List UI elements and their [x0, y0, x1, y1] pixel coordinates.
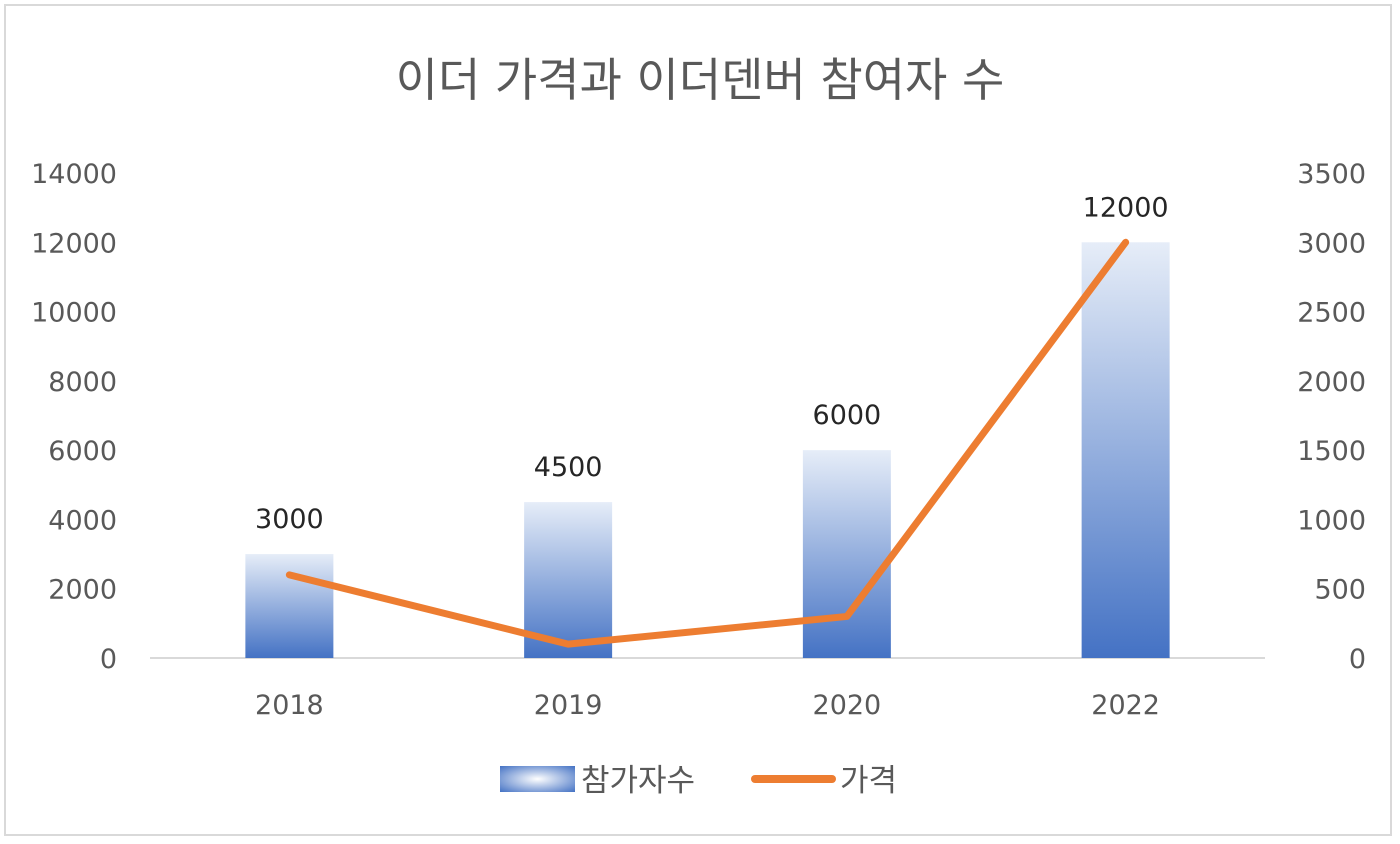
left-y-axis: 0 2000 4000 6000 8000 10000 12000 14000: [31, 159, 117, 675]
bar-2022: [1081, 242, 1170, 659]
left-axis-tick-label: 12000: [31, 228, 117, 259]
line-series: [285, 238, 1130, 648]
bar-data-labels: 3000 4500 6000 12000: [255, 192, 1169, 535]
bar-2019: [524, 502, 613, 658]
left-axis-tick-label: 0: [100, 644, 117, 675]
price-line: [285, 238, 1130, 648]
bar-data-label: 4500: [534, 452, 603, 483]
left-axis-tick-label: 8000: [48, 367, 117, 398]
left-axis-tick-label: 4000: [48, 505, 117, 536]
right-axis-tick-label: 2500: [1297, 298, 1366, 329]
right-axis-tick-label: 0: [1349, 644, 1366, 675]
right-axis-tick-label: 1500: [1297, 436, 1366, 467]
x-axis-tick-label: 2022: [1091, 690, 1160, 721]
right-axis-tick-label: 3500: [1297, 159, 1366, 190]
x-axis-tick-label: 2018: [255, 690, 324, 721]
right-y-axis: 0 500 1000 1500 2000 2500 3000 3500: [1297, 159, 1366, 675]
x-axis-tick-label: 2019: [534, 690, 603, 721]
bar-data-label: 3000: [255, 504, 324, 535]
left-axis-tick-label: 14000: [31, 159, 117, 190]
right-axis-tick-label: 1000: [1297, 505, 1366, 536]
legend: 참가자수 가격: [500, 763, 897, 799]
left-axis-tick-label: 10000: [31, 298, 117, 329]
x-axis-ticks: 2018 2019 2020 2022: [255, 690, 1160, 721]
left-axis-tick-label: 2000: [48, 575, 117, 606]
right-axis-tick-label: 3000: [1297, 228, 1366, 259]
legend-swatch-bar: [500, 766, 575, 792]
left-axis-tick-label: 6000: [48, 436, 117, 467]
right-axis-tick-label: 500: [1314, 575, 1366, 606]
right-axis-tick-label: 2000: [1297, 367, 1366, 398]
bar-2020: [802, 450, 891, 658]
legend-label-bar: 참가자수: [581, 763, 695, 799]
bar-series: [245, 242, 1170, 659]
bar-data-label: 6000: [813, 400, 882, 431]
bar-data-label: 12000: [1083, 192, 1169, 223]
legend-label-line: 가격: [840, 763, 897, 799]
chart-title: 이더 가격과 이더덴버 참여자 수: [396, 53, 1005, 107]
bar-2018: [245, 554, 334, 658]
x-axis-tick-label: 2020: [813, 690, 882, 721]
